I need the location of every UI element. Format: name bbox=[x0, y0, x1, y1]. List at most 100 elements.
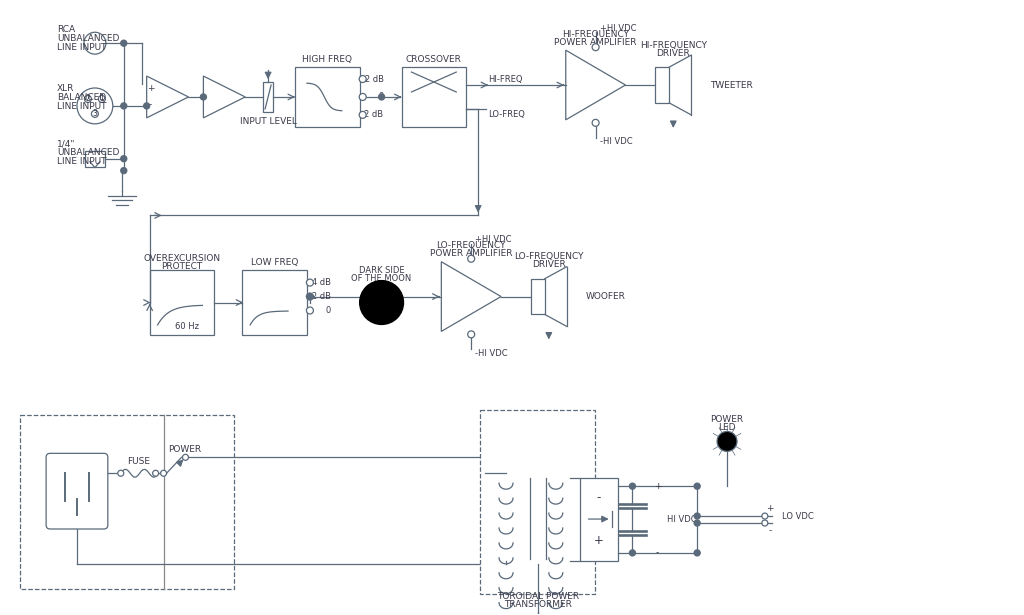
Text: LINE INPUT: LINE INPUT bbox=[57, 42, 106, 52]
Circle shape bbox=[306, 293, 313, 300]
Circle shape bbox=[630, 483, 636, 489]
Circle shape bbox=[182, 454, 188, 460]
Text: POWER AMPLIFIER: POWER AMPLIFIER bbox=[430, 249, 512, 258]
Circle shape bbox=[592, 119, 599, 126]
Text: 2: 2 bbox=[86, 95, 90, 103]
Circle shape bbox=[121, 40, 127, 46]
Circle shape bbox=[121, 168, 127, 173]
Text: XLR: XLR bbox=[57, 84, 75, 93]
Text: 1/4": 1/4" bbox=[57, 139, 76, 148]
Circle shape bbox=[468, 255, 475, 262]
Circle shape bbox=[118, 470, 124, 476]
Text: 1: 1 bbox=[99, 95, 104, 103]
Circle shape bbox=[762, 520, 768, 526]
Text: WOOFER: WOOFER bbox=[586, 292, 626, 301]
Circle shape bbox=[121, 103, 127, 109]
Circle shape bbox=[143, 103, 150, 109]
Text: INPUT LEVEL: INPUT LEVEL bbox=[240, 117, 297, 126]
Text: HI-FREQUENCY: HI-FREQUENCY bbox=[640, 41, 707, 50]
Text: TWEETER: TWEETER bbox=[710, 81, 753, 90]
Circle shape bbox=[359, 76, 367, 82]
Text: 60 Hz: 60 Hz bbox=[175, 322, 200, 331]
Circle shape bbox=[468, 331, 475, 338]
Polygon shape bbox=[146, 76, 188, 118]
Circle shape bbox=[694, 483, 700, 489]
Text: OVEREXCURSION: OVEREXCURSION bbox=[143, 254, 220, 263]
Text: -: - bbox=[655, 549, 659, 557]
Bar bbox=[263, 82, 273, 112]
Text: -2 dB: -2 dB bbox=[361, 110, 384, 119]
Bar bbox=[401, 67, 466, 127]
Circle shape bbox=[359, 280, 403, 325]
Text: +HI VDC: +HI VDC bbox=[475, 236, 512, 244]
Text: 3: 3 bbox=[92, 109, 97, 118]
Bar bbox=[655, 67, 670, 103]
Text: DRIVER: DRIVER bbox=[656, 49, 690, 58]
Text: LINE INPUT: LINE INPUT bbox=[57, 103, 106, 111]
Text: 0: 0 bbox=[326, 306, 331, 315]
Bar bbox=[480, 410, 595, 593]
Text: RCA: RCA bbox=[57, 25, 75, 34]
Text: LO-FREQUENCY: LO-FREQUENCY bbox=[514, 252, 584, 261]
Text: +HI VDC: +HI VDC bbox=[600, 24, 636, 33]
Circle shape bbox=[307, 293, 313, 300]
Text: LO-FREQUENCY: LO-FREQUENCY bbox=[436, 241, 506, 250]
Circle shape bbox=[306, 307, 313, 314]
Circle shape bbox=[359, 111, 367, 118]
Text: TOROIDAL POWER: TOROIDAL POWER bbox=[497, 592, 579, 601]
Text: HI-FREQUENCY: HI-FREQUENCY bbox=[562, 30, 629, 39]
Bar bbox=[150, 270, 214, 335]
Text: +2 dB: +2 dB bbox=[357, 74, 384, 84]
Text: 0: 0 bbox=[378, 92, 384, 101]
Circle shape bbox=[153, 470, 159, 476]
Polygon shape bbox=[565, 50, 626, 120]
Text: -: - bbox=[768, 526, 771, 536]
Bar bbox=[243, 270, 307, 335]
Text: TRANSFORMER: TRANSFORMER bbox=[504, 600, 571, 609]
Text: -: - bbox=[150, 100, 153, 109]
Text: OF THE MOON: OF THE MOON bbox=[351, 274, 412, 283]
Text: LO-FREQ: LO-FREQ bbox=[488, 110, 525, 119]
Text: DRIVER: DRIVER bbox=[531, 260, 565, 269]
Text: PROTECT: PROTECT bbox=[162, 262, 203, 271]
Bar bbox=[580, 478, 617, 561]
Text: LED: LED bbox=[718, 423, 736, 432]
Text: +2 dB: +2 dB bbox=[305, 292, 331, 301]
Text: POWER: POWER bbox=[168, 445, 201, 454]
Text: POWER AMPLIFIER: POWER AMPLIFIER bbox=[554, 38, 637, 47]
Text: -HI VDC: -HI VDC bbox=[475, 349, 508, 358]
FancyBboxPatch shape bbox=[46, 453, 108, 529]
Circle shape bbox=[379, 94, 385, 100]
Circle shape bbox=[630, 550, 636, 556]
Text: -: - bbox=[596, 491, 601, 504]
Circle shape bbox=[201, 94, 207, 100]
Text: LINE INPUT: LINE INPUT bbox=[57, 157, 106, 166]
Circle shape bbox=[717, 432, 737, 451]
Circle shape bbox=[121, 156, 127, 162]
Text: FUSE: FUSE bbox=[127, 457, 150, 466]
Text: +: + bbox=[594, 534, 603, 547]
Bar bbox=[48, 455, 105, 527]
Text: UNBALANCED: UNBALANCED bbox=[57, 148, 120, 157]
Text: BALANCED: BALANCED bbox=[57, 93, 106, 103]
Text: CROSSOVER: CROSSOVER bbox=[406, 55, 462, 63]
Polygon shape bbox=[441, 262, 501, 331]
Text: UNBALANCED: UNBALANCED bbox=[57, 34, 120, 42]
Text: +: + bbox=[653, 482, 662, 491]
Text: DARK SIDE: DARK SIDE bbox=[358, 266, 404, 275]
Text: +: + bbox=[146, 84, 155, 93]
Text: HIGH FREQ: HIGH FREQ bbox=[302, 55, 352, 63]
Circle shape bbox=[694, 513, 700, 519]
Circle shape bbox=[762, 513, 768, 519]
Circle shape bbox=[592, 44, 599, 50]
Polygon shape bbox=[204, 76, 245, 118]
Circle shape bbox=[306, 279, 313, 286]
Circle shape bbox=[359, 93, 367, 100]
Circle shape bbox=[694, 520, 700, 526]
Text: LOW FREQ: LOW FREQ bbox=[251, 258, 298, 267]
Text: LO VDC: LO VDC bbox=[781, 512, 813, 520]
Bar bbox=[85, 151, 104, 167]
Text: HI-FREQ: HI-FREQ bbox=[488, 74, 522, 84]
Circle shape bbox=[161, 470, 167, 476]
Bar bbox=[530, 279, 545, 314]
